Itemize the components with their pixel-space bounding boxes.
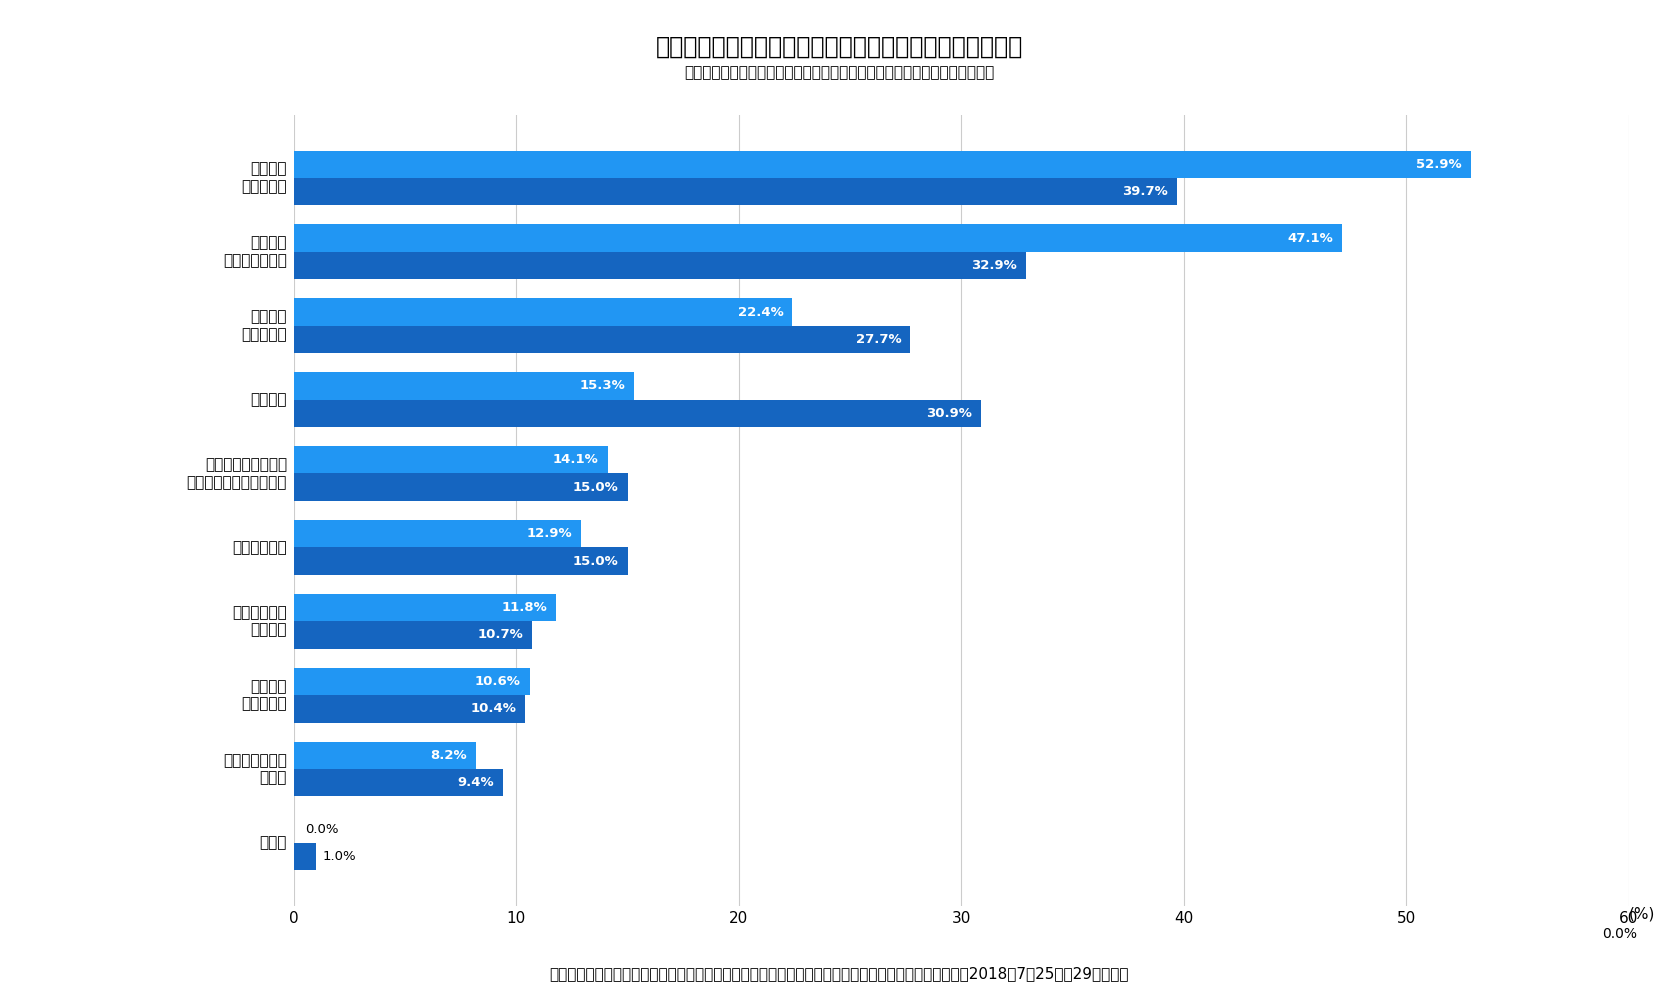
Text: 12.9%: 12.9% bbox=[526, 527, 573, 540]
Text: 11.8%: 11.8% bbox=[502, 602, 547, 615]
Bar bbox=[294, 473, 628, 501]
Bar bbox=[294, 548, 628, 575]
Text: 8.2%: 8.2% bbox=[432, 749, 467, 762]
Text: 10.4%: 10.4% bbox=[470, 702, 517, 715]
Bar bbox=[294, 252, 1026, 279]
Text: 27.7%: 27.7% bbox=[856, 333, 902, 346]
Text: 0.0%: 0.0% bbox=[306, 823, 339, 836]
Text: 全国の犬・猫飼育者を対象としたインターネットアンケート調査（アイペット損害保険株式会社調べ、2018年7月25日～29日実施）: 全国の犬・猫飼育者を対象としたインターネットアンケート調査（アイペット損害保険株… bbox=[549, 966, 1130, 981]
Text: 9.4%: 9.4% bbox=[457, 776, 494, 789]
Bar bbox=[294, 594, 556, 622]
Text: (%): (%) bbox=[1629, 906, 1655, 921]
Text: 30.9%: 30.9% bbox=[927, 406, 972, 419]
Bar bbox=[294, 150, 1471, 178]
Text: 10.7%: 10.7% bbox=[477, 628, 522, 641]
Text: （熱中症の症状を疑ったことが「ある」と答えた方にお聞きしています。）: （熱中症の症状を疑ったことが「ある」と答えた方にお聞きしています。） bbox=[685, 65, 994, 80]
Text: 10.6%: 10.6% bbox=[475, 675, 520, 688]
Text: 0.0%: 0.0% bbox=[1602, 927, 1637, 941]
Text: ペットが熱中症にかかったのはどのような状況でしたか？: ペットが熱中症にかかったのはどのような状況でしたか？ bbox=[656, 35, 1023, 59]
Bar bbox=[294, 224, 1342, 252]
Bar bbox=[294, 299, 792, 326]
Bar bbox=[294, 520, 581, 548]
Bar bbox=[294, 668, 529, 695]
Text: 32.9%: 32.9% bbox=[970, 259, 1017, 272]
Bar bbox=[294, 446, 608, 473]
Text: 15.3%: 15.3% bbox=[579, 379, 625, 392]
Bar bbox=[294, 843, 316, 871]
Bar bbox=[294, 326, 910, 353]
Bar bbox=[294, 695, 526, 722]
Text: 39.7%: 39.7% bbox=[1122, 185, 1169, 198]
Bar bbox=[294, 742, 477, 769]
Text: 52.9%: 52.9% bbox=[1415, 157, 1462, 170]
Bar bbox=[294, 622, 532, 648]
Bar bbox=[294, 769, 504, 797]
Bar bbox=[294, 178, 1177, 205]
Text: 15.0%: 15.0% bbox=[573, 555, 618, 568]
Text: 22.4%: 22.4% bbox=[737, 306, 784, 319]
Bar bbox=[294, 373, 635, 399]
Text: 14.1%: 14.1% bbox=[552, 453, 599, 466]
Text: 15.0%: 15.0% bbox=[573, 481, 618, 494]
Text: 1.0%: 1.0% bbox=[322, 851, 356, 864]
Text: 47.1%: 47.1% bbox=[1288, 232, 1333, 245]
Bar bbox=[294, 399, 981, 427]
